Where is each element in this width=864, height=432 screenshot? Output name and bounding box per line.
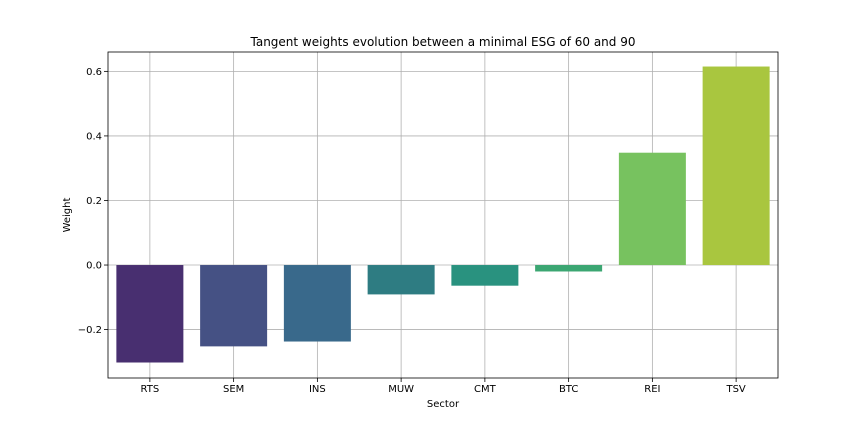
x-tick-label-muw: MUW xyxy=(388,384,414,395)
x-tick-label-btc: BTC xyxy=(559,384,578,395)
x-tick-label-rei: REI xyxy=(644,384,660,395)
x-tick-label-tsv: TSV xyxy=(725,384,745,395)
bar-rts xyxy=(116,265,184,363)
y-tick-label: 0.4 xyxy=(86,131,102,142)
x-tick-label-ins: INS xyxy=(309,384,326,395)
x-tick-label-cmt: CMT xyxy=(474,384,497,395)
bar-ins xyxy=(283,265,351,342)
bar-rei xyxy=(618,152,686,266)
x-tick-label-sem: SEM xyxy=(223,384,244,395)
chart-title: Tangent weights evolution between a mini… xyxy=(250,35,636,49)
plot-frame xyxy=(107,51,779,379)
bar-muw xyxy=(367,265,435,295)
x-axis-label: Sector xyxy=(427,399,460,410)
x-tick-label-rts: RTS xyxy=(141,384,160,395)
y-tick-label: −0.2 xyxy=(78,325,102,336)
axis-layer: −0.2 0.0 0.2 0.4 0.6 RTS SEM INS MUW CMT BTC REI TSV xyxy=(78,51,779,395)
bar-cmt xyxy=(451,265,519,286)
y-axis-label: Weight xyxy=(62,198,73,233)
bar-btc xyxy=(535,265,603,272)
bar-layer xyxy=(116,66,770,363)
y-tick-label: 0.0 xyxy=(86,261,102,272)
bar-tsv xyxy=(702,66,770,266)
y-tick-label: 0.6 xyxy=(86,67,102,78)
bar-sem xyxy=(200,265,268,347)
y-tick-label: 0.2 xyxy=(86,196,102,207)
